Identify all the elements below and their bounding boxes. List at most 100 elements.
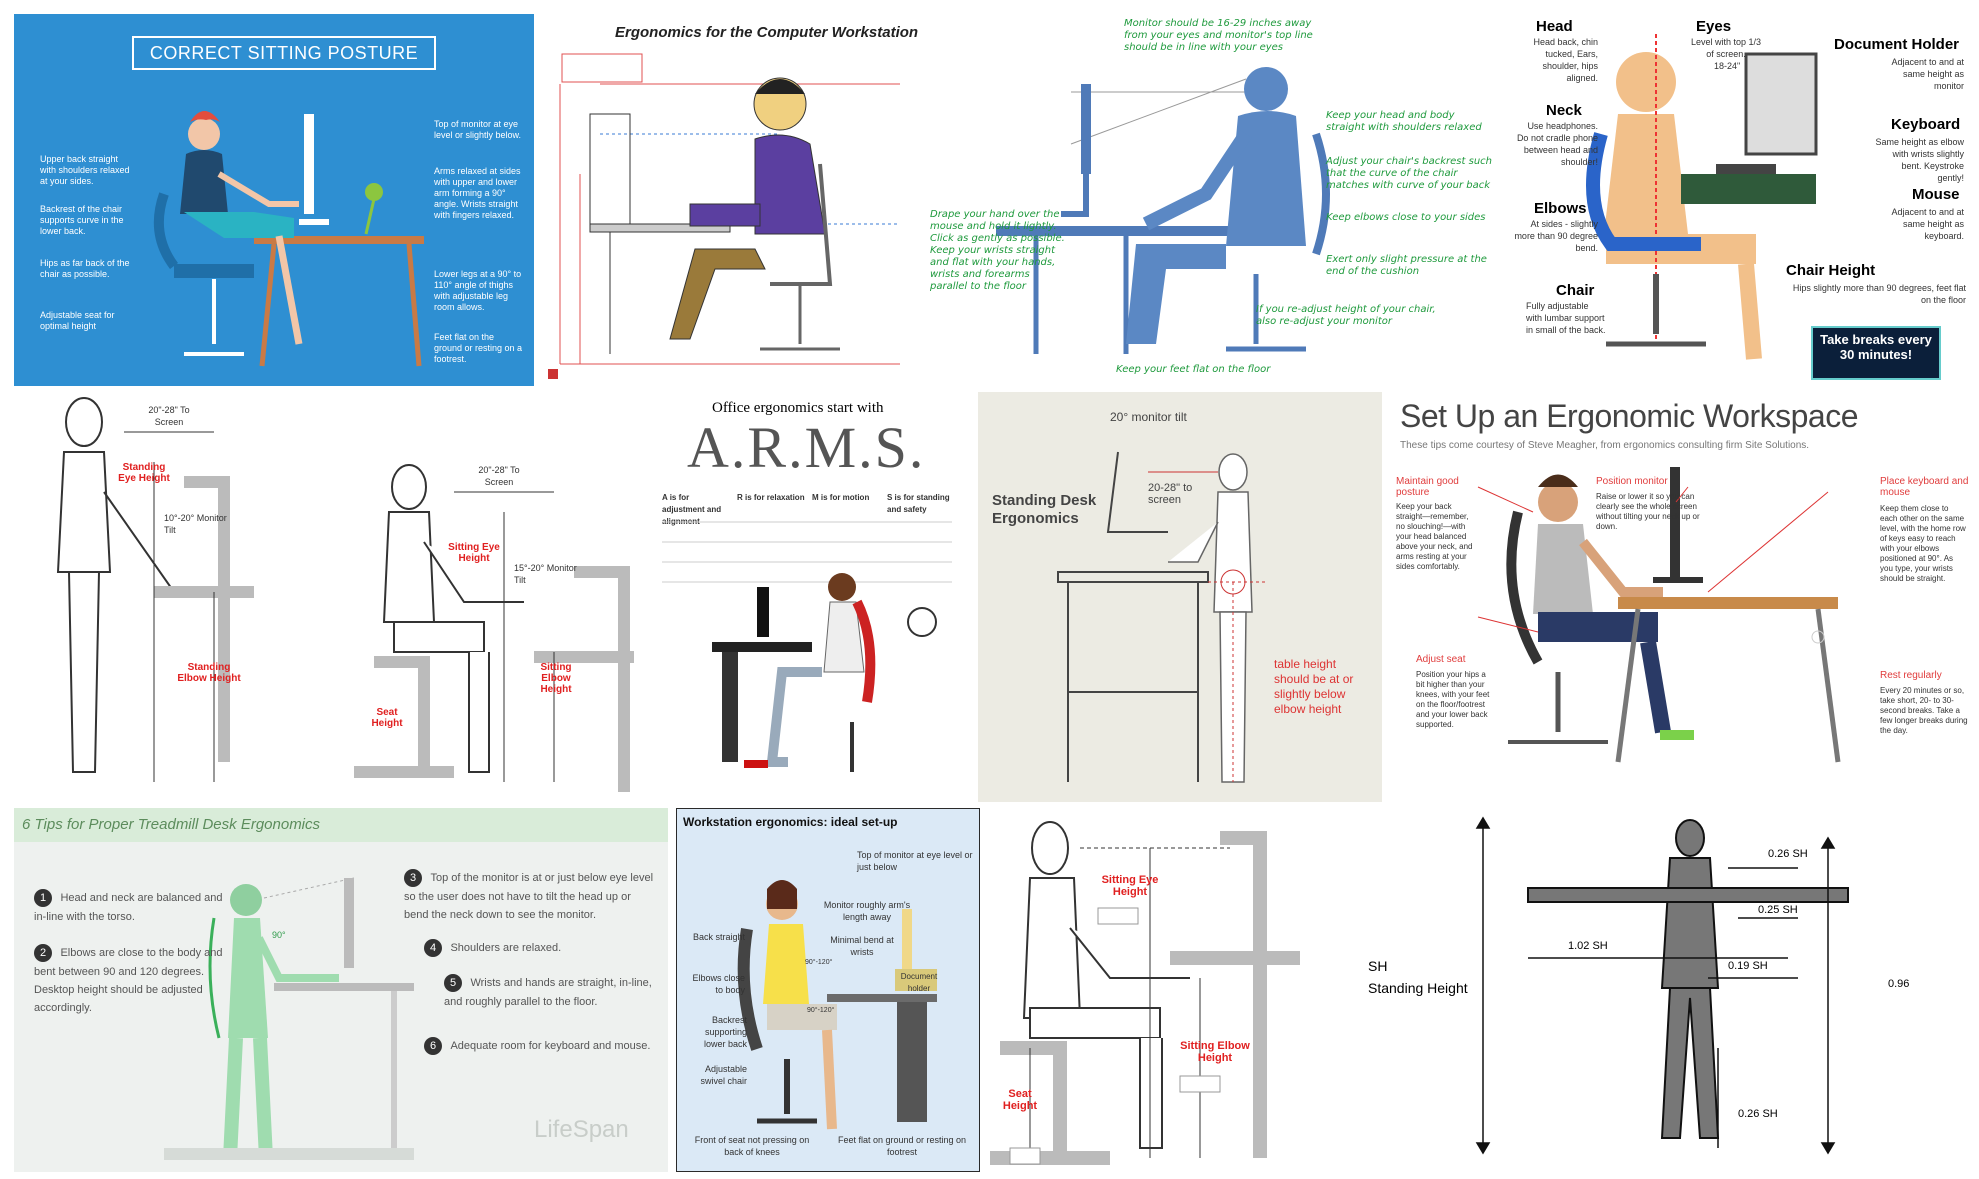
- tile12-illustration: [1475, 816, 1849, 1155]
- tile9-tip-2-text: Elbows are close to the body and bent be…: [34, 947, 223, 1014]
- tile9-tip-2: 2 Elbows are close to the body and bent …: [34, 943, 234, 1016]
- tile6-col-2: R is for relaxation: [737, 493, 805, 502]
- tile10-label-7: Backrest supporting lower back: [703, 1015, 747, 1049]
- tile4-neck-desc: Use headphones. Do not cradle phone betw…: [1516, 121, 1598, 167]
- tile3-bottom-note: Keep your feet flat on the floor: [1116, 364, 1271, 375]
- tile11-illustration: [990, 821, 1300, 1165]
- tile4-chair-desc: Fully adjustable with lumbar support in …: [1526, 301, 1606, 335]
- tile4-mouse-desc: Adjacent to and at same height as keyboa…: [1891, 207, 1964, 241]
- tile4-illustration: [1586, 34, 1818, 360]
- tile-ergonomic-workspace[interactable]: Set Up an Ergonomic Workspace These tips…: [1388, 392, 1972, 802]
- tile7-table: table height should be at or slightly be…: [1274, 657, 1354, 716]
- tile-standing-desk[interactable]: 20° monitor tilt Standing Desk Ergonomic…: [978, 392, 1382, 802]
- tile-workstation-ideal-setup[interactable]: Workstation ergonomics: ideal set-up Top…: [676, 808, 980, 1172]
- tile5-seat2: Seat Height: [371, 707, 403, 729]
- tile10-angle-1: 90°-120°: [805, 959, 833, 966]
- tile-body-alignment[interactable]: Head Head back, chin tucked, Ears, shoul…: [1506, 14, 1972, 386]
- tile4-head-desc: Head back, chin tucked, Ears, shoulder, …: [1533, 37, 1598, 83]
- tile8-monitor: Raise or lower it so you can clearly see…: [1596, 492, 1700, 531]
- tile4-keyboard-desc: Same height as elbow with wrists slightl…: [1875, 137, 1964, 183]
- tile6-col-4: S is for standing and safety: [887, 493, 950, 514]
- tile1-note-2: Arms relaxed at sides with upper and low…: [434, 166, 521, 220]
- tile1-left-3: Hips as far back of the chair as possibl…: [40, 258, 130, 279]
- tile9-tip-3-number: 3: [404, 869, 422, 887]
- tile9-title: 6 Tips for Proper Treadmill Desk Ergonom…: [22, 816, 321, 833]
- tile1-left-1: Upper back straight with shoulders relax…: [40, 154, 130, 186]
- tile10-label-2: Monitor roughly arm's length away: [823, 900, 911, 922]
- tile5-elbow2: Sitting Elbow Height: [540, 662, 572, 695]
- tile-treadmill-desk[interactable]: 6 Tips for Proper Treadmill Desk Ergonom…: [14, 808, 668, 1172]
- tile4-elbows-desc: At sides - slightly more than 90 degree …: [1514, 219, 1598, 253]
- tile3-illustration: [996, 67, 1330, 354]
- tile8-kb: Keep them close to each other on the sam…: [1880, 504, 1966, 583]
- tile9-tip-5-text: Wrists and hands are straight, in-line, …: [444, 977, 652, 1008]
- tile4-neck-label: Neck: [1546, 102, 1582, 119]
- tile10-label-10: Feet flat on ground or resting on footre…: [837, 1135, 967, 1157]
- tile3-top-note: Monitor should be 16-29 inches away from…: [1124, 18, 1313, 53]
- tile8-kb-h: Place keyboard and mouse: [1880, 476, 1969, 498]
- tile-computer-workstation[interactable]: Ergonomics for the Computer Workstation: [540, 14, 920, 386]
- tile12-d6: 0.26 SH: [1738, 1108, 1778, 1120]
- tile4-chair-height-desc: Hips slightly more than 90 degrees, feet…: [1792, 283, 1966, 305]
- tile3-note-2: Adjust your chair's backrest such that t…: [1326, 156, 1492, 191]
- tile4-elbows-label: Elbows: [1534, 200, 1587, 217]
- tile4-chair-height-label: Chair Height: [1786, 262, 1876, 279]
- tile12-d3: 1.02 SH: [1568, 940, 1608, 952]
- tile4-keyboard-label: Keyboard: [1891, 116, 1961, 133]
- tile10-label-6: Elbows close to body: [692, 973, 745, 995]
- tile6-col-3: M is for motion: [812, 493, 870, 502]
- tile-sitting-heights[interactable]: Sitting Eye Height Sitting Elbow Height …: [990, 808, 1350, 1172]
- tile8-posture: Keep your back straight—remember, no slo…: [1396, 502, 1473, 571]
- tile9-tip-6-text: Adequate room for keyboard and mouse.: [450, 1040, 651, 1052]
- tile4-doc-label: Document Holder: [1834, 36, 1960, 53]
- tile9-tip-5: 5 Wrists and hands are straight, in-line…: [444, 973, 654, 1010]
- tile5-elbow1: Standing Elbow Height: [177, 662, 241, 684]
- tile12-d5: 0.96: [1888, 978, 1910, 990]
- tile9-tip-2-number: 2: [34, 944, 52, 962]
- tile8-rest-h: Rest regularly: [1880, 670, 1942, 681]
- tile1-note-3: Lower legs at a 90° to 110° angle of thi…: [434, 269, 522, 312]
- tile9-tip-1: 1 Head and neck are balanced and in-line…: [34, 888, 234, 925]
- tile10-label-3: Minimal bend at wrists: [830, 935, 894, 957]
- tile5-dist2: 20"-28" To Screen: [478, 465, 520, 487]
- tile1-note-4: Feet flat on the ground or resting on a …: [434, 332, 523, 364]
- tile3-left-note: Drape your hand over the mouse and hold …: [930, 209, 1065, 292]
- tile8-sub: These tips come courtesy of Steve Meaghe…: [1400, 440, 1810, 451]
- tile6-pre: Office ergonomics start with: [712, 400, 884, 416]
- tile5-eye2: Sitting Eye Height: [448, 542, 500, 564]
- tile8-rest: Every 20 minutes or so, take short, 20- …: [1880, 686, 1968, 735]
- tile8-posture-h: Maintain good posture: [1396, 476, 1459, 498]
- tile3-note-1: Keep your head and body straight with sh…: [1326, 110, 1482, 133]
- tile10-label-8: Adjustable swivel chair: [700, 1064, 747, 1086]
- tile8-illustration: [1477, 467, 1841, 763]
- tile11-elbow: Sitting Elbow Height: [1180, 1040, 1250, 1064]
- tile4-head-label: Head: [1536, 18, 1573, 35]
- tile10-label-9: Front of seat not pressing on back of kn…: [694, 1135, 810, 1157]
- tile8-seat: Position your hips a bit higher than you…: [1416, 670, 1490, 729]
- tile10-title: Workstation ergonomics: ideal set-up: [683, 815, 898, 829]
- tile9-tip-4-text: Shoulders are relaxed.: [450, 942, 562, 954]
- tile-arms-ergonomics[interactable]: Office ergonomics start with A.R.M.S. A …: [652, 392, 972, 802]
- tile4-doc-desc: Adjacent to and at same height as monito…: [1891, 57, 1964, 91]
- tile9-tip-6-number: 6: [424, 1037, 442, 1055]
- tile10-label-5: Back straight: [692, 932, 745, 942]
- tile12-d1: 0.26 SH: [1768, 848, 1808, 860]
- tile-correct-sitting-posture[interactable]: CORRECT SITTING POSTURE Top of monitor a…: [14, 14, 534, 386]
- tile-body-proportions[interactable]: SH Standing Height 0.26 SH 0.25 SH 1.02 …: [1358, 808, 1972, 1172]
- tile9-tip-5-number: 5: [444, 974, 462, 992]
- tile4-eyes-desc: Level with top 1/3 of screen.: [1690, 37, 1762, 59]
- tile8-monitor-h: Position monitor: [1596, 476, 1668, 487]
- tile10-label-4: Document holder: [900, 972, 938, 993]
- tile10-label-1: Top of monitor at eye level or just belo…: [857, 850, 973, 872]
- tile6-big: A.R.M.S.: [687, 415, 926, 480]
- tile4-eyes-label: Eyes: [1696, 18, 1732, 35]
- tile2-illustration: [548, 53, 900, 379]
- tile4-mouse-label: Mouse: [1912, 186, 1960, 203]
- tile-standing-sitting-heights[interactable]: 20"-28" To Screen Standing Eye Height 10…: [14, 392, 646, 802]
- tile12-d4: 0.19 SH: [1728, 960, 1768, 972]
- tile12-sh-label: Standing Height: [1368, 980, 1468, 996]
- tile-monitor-distance[interactable]: Monitor should be 16-29 inches away from…: [926, 14, 1500, 386]
- tile5-dist1: 20"-28" To Screen: [148, 405, 190, 427]
- tile5-tilt2: 15°-20° Monitor Tilt: [514, 563, 577, 585]
- tile10-illustration: [737, 880, 937, 1130]
